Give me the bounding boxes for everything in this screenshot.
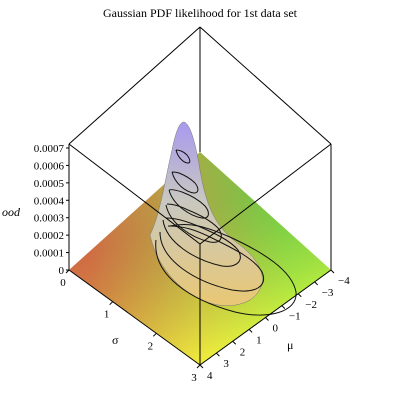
mu-tick-label: 1: [256, 334, 262, 346]
mu-tick-label: −2: [305, 299, 317, 311]
mu-tick-mark: [248, 329, 253, 333]
mu-tick-label: 2: [240, 346, 246, 358]
box-edge: [68, 26, 201, 145]
mu-tick-mark: [330, 269, 335, 274]
sigma-tick-mark: [109, 301, 114, 306]
sigma-tick-label: 3: [191, 372, 197, 384]
z-tick-label: 0.0004: [34, 195, 65, 207]
mu-tick-mark: [314, 281, 318, 286]
sigma-tick-label: 1: [104, 309, 110, 321]
mu-axis-label: μ: [287, 338, 293, 352]
contour-line: [159, 225, 264, 292]
sigma-tick-label: 0: [60, 277, 66, 289]
z-tick-label: 0.0003: [34, 213, 65, 225]
sigma-axis-label: σ: [112, 333, 119, 347]
contour-line: [162, 217, 241, 267]
sigma-axis-ticks: 0 1 2 3: [60, 269, 201, 384]
z-axis-ticks: 0 0.0001 0.0002 0.0003 0.0004 0.0005 0.0006 0.0…: [34, 143, 69, 277]
mu-tick-label: −3: [322, 287, 334, 299]
z-axis-label: ood: [2, 205, 21, 219]
mu-tick-label: 4: [207, 370, 213, 382]
contour-line: [175, 149, 191, 164]
contour-line: [165, 203, 222, 243]
mu-tick-mark: [281, 305, 286, 309]
mu-tick-label: −4: [338, 275, 350, 287]
z-tick-label: 0.0007: [34, 143, 65, 155]
contour-line: [168, 189, 209, 219]
z-tick-label: 0: [59, 265, 65, 277]
mu-tick-mark: [216, 352, 220, 357]
contour-line: [171, 171, 199, 194]
chart-title: Gaussian PDF likelihood for 1st data set: [103, 6, 298, 20]
mu-tick-mark: [297, 293, 302, 298]
contour-lines: [155, 149, 297, 316]
mu-tick-label: 0: [273, 323, 279, 335]
sigma-axis-line: [68, 269, 201, 366]
bounding-box-front: [68, 143, 332, 366]
mu-tick-mark: [232, 340, 237, 345]
z-tick-label: 0.0005: [34, 178, 65, 190]
sigma-tick-mark: [152, 332, 157, 337]
z-tick-label: 0.0001: [34, 248, 64, 260]
mu-tick-mark: [265, 317, 269, 321]
box-edge: [199, 143, 332, 245]
sigma-tick-mark: [196, 364, 201, 369]
box-edge: [68, 143, 201, 245]
mu-tick-label: −1: [289, 311, 301, 323]
mu-tick-mark: [199, 364, 204, 369]
box-edge: [199, 26, 332, 145]
z-tick-label: 0.0006: [34, 160, 65, 172]
z-tick-label: 0.0002: [34, 230, 64, 242]
sigma-tick-label: 2: [148, 340, 154, 352]
mu-tick-label: 3: [223, 358, 229, 370]
sigma-tick-mark: [65, 269, 70, 274]
